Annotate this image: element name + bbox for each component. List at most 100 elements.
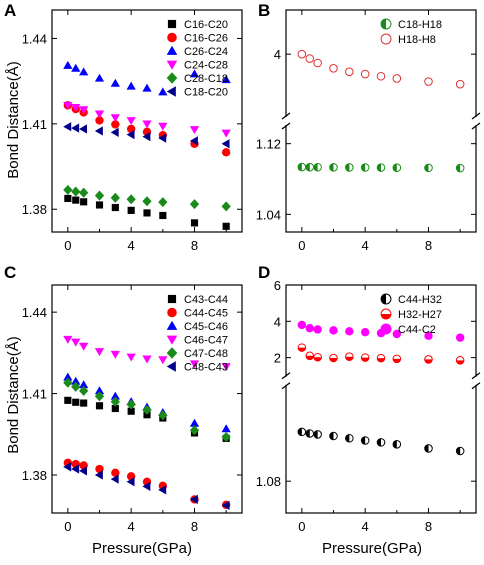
legend-label: C18-C20 <box>184 87 228 99</box>
plot-frame <box>285 284 477 514</box>
data-point <box>360 327 370 337</box>
panel-d: 0 4 8 2 4 6 1.08 C44-H32 H32-H27 C44-C2 <box>256 278 481 534</box>
data-point <box>94 190 105 201</box>
y-tick-label: 6 <box>274 278 281 293</box>
legend-label: C44-H32 <box>398 294 442 306</box>
x-tick-label: 0 <box>298 519 305 534</box>
x-tick-label: 0 <box>64 238 71 253</box>
data-point <box>110 192 120 203</box>
series-h18-h8 <box>297 49 465 89</box>
data-point <box>63 184 73 195</box>
data-point <box>376 163 386 172</box>
series-c24-c28 <box>63 101 231 138</box>
axis-break-mark <box>281 112 291 120</box>
data-point <box>94 110 105 119</box>
data-point <box>63 60 73 69</box>
data-point <box>71 464 80 474</box>
legend-label: C16-C20 <box>184 19 228 31</box>
y-tick-label: 1.41 <box>22 117 47 132</box>
legend-label: H18-H8 <box>398 34 436 46</box>
series-c48-c43 <box>63 462 230 511</box>
data-point <box>95 116 104 125</box>
data-point <box>126 353 136 362</box>
x-tick-label: 4 <box>362 238 369 253</box>
plot-frame <box>51 284 243 514</box>
data-point <box>297 49 307 59</box>
data-point <box>360 163 370 172</box>
data-point <box>313 58 322 68</box>
data-point <box>94 391 105 402</box>
data-point <box>305 324 314 333</box>
y-tick-label: 4 <box>274 47 281 62</box>
data-point <box>345 67 354 77</box>
axis-break-gap <box>472 376 480 385</box>
data-point <box>158 122 168 131</box>
data-point <box>79 380 89 389</box>
series-c18-c20 <box>63 122 230 149</box>
legend-marker <box>167 32 177 43</box>
data-point <box>329 353 338 363</box>
data-point <box>455 333 465 342</box>
data-point <box>71 381 81 392</box>
legend-label: C26-C24 <box>184 46 228 58</box>
y-tick-label: 4 <box>274 314 281 329</box>
data-point <box>110 350 120 359</box>
legend-label: H32-H27 <box>398 309 442 321</box>
data-point <box>305 429 315 438</box>
data-point <box>142 132 151 142</box>
data-point <box>329 326 338 335</box>
data-point <box>71 63 81 72</box>
data-point <box>297 427 307 437</box>
series-c28-c18 <box>63 184 231 212</box>
data-point <box>189 126 200 135</box>
legend: C44-H32 H32-H27 C44-C2 <box>380 293 442 336</box>
data-point <box>95 201 104 209</box>
data-point <box>424 331 433 341</box>
data-point <box>189 418 200 427</box>
data-point <box>142 120 152 129</box>
legend-marker <box>380 18 392 30</box>
data-point <box>424 444 433 453</box>
data-point <box>313 162 322 172</box>
data-point <box>305 162 315 172</box>
series-h32-h27 <box>297 343 465 365</box>
data-point <box>110 391 120 400</box>
data-point <box>110 127 119 138</box>
data-point <box>80 198 88 206</box>
data-point <box>63 377 73 388</box>
y-tick-label: 2 <box>274 351 281 366</box>
legend-marker <box>167 307 177 318</box>
axis-break-mark <box>471 372 481 380</box>
data-point <box>94 126 103 136</box>
data-point <box>221 431 231 443</box>
data-point <box>80 399 88 407</box>
legend-marker <box>166 361 176 372</box>
data-point <box>71 103 81 112</box>
data-point <box>313 325 322 334</box>
data-point <box>72 196 80 204</box>
axis-break-gap <box>282 376 290 385</box>
data-point <box>71 123 80 133</box>
data-point <box>158 410 168 421</box>
data-point <box>79 385 89 396</box>
series-c16-c26 <box>63 101 231 157</box>
data-point <box>143 209 151 217</box>
data-point <box>63 101 73 110</box>
data-point <box>455 356 465 365</box>
x-tick-label: 8 <box>425 238 432 253</box>
legend-marker <box>166 335 178 345</box>
data-point <box>79 342 89 351</box>
data-point <box>142 355 152 364</box>
data-point <box>79 106 89 115</box>
x-axis-title-left: Pressure(GPa) <box>92 540 192 557</box>
legend-marker <box>167 19 177 29</box>
data-point <box>424 77 433 86</box>
data-point <box>110 114 120 123</box>
data-point <box>222 222 230 230</box>
y-tick-label: 1.04 <box>256 207 281 222</box>
series-c44-h32 <box>297 427 465 456</box>
legend-marker <box>166 86 176 97</box>
legend-label: C18-H18 <box>398 19 442 31</box>
data-point <box>94 348 105 357</box>
